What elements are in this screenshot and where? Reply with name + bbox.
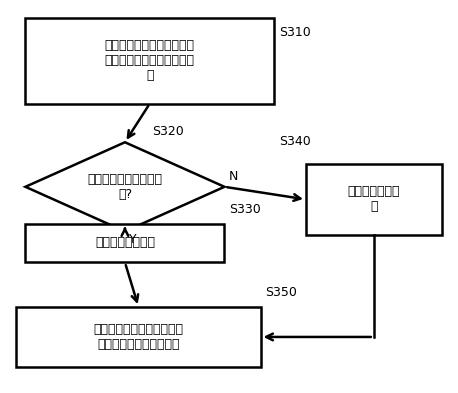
Bar [25, 18, 274, 103]
Text: S310: S310 [279, 26, 311, 39]
Text: 根据比较结果中所设的第一
值和第二值生成同步信号: 根据比较结果中所设的第一 值和第二值生成同步信号 [93, 323, 184, 351]
Text: 将信号设为第一值: 将信号设为第一值 [95, 237, 155, 250]
Text: S340: S340 [279, 135, 311, 148]
Bar [25, 224, 224, 263]
Text: Y: Y [130, 233, 137, 246]
Text: 将信号设为第二
值: 将信号设为第二 值 [348, 185, 400, 213]
Text: N: N [229, 170, 238, 183]
Text: 信号小于或等于比较电
平?: 信号小于或等于比较电 平? [87, 173, 163, 201]
Bar [306, 163, 442, 235]
Text: 滤波信号上更新周期对应的
信号与比较电平进行数字比
较: 滤波信号上更新周期对应的 信号与比较电平进行数字比 较 [105, 39, 195, 83]
Text: S350: S350 [265, 286, 297, 299]
Polygon shape [25, 142, 224, 231]
Text: S320: S320 [152, 125, 184, 138]
Text: S330: S330 [229, 203, 261, 216]
Bar [16, 307, 261, 367]
